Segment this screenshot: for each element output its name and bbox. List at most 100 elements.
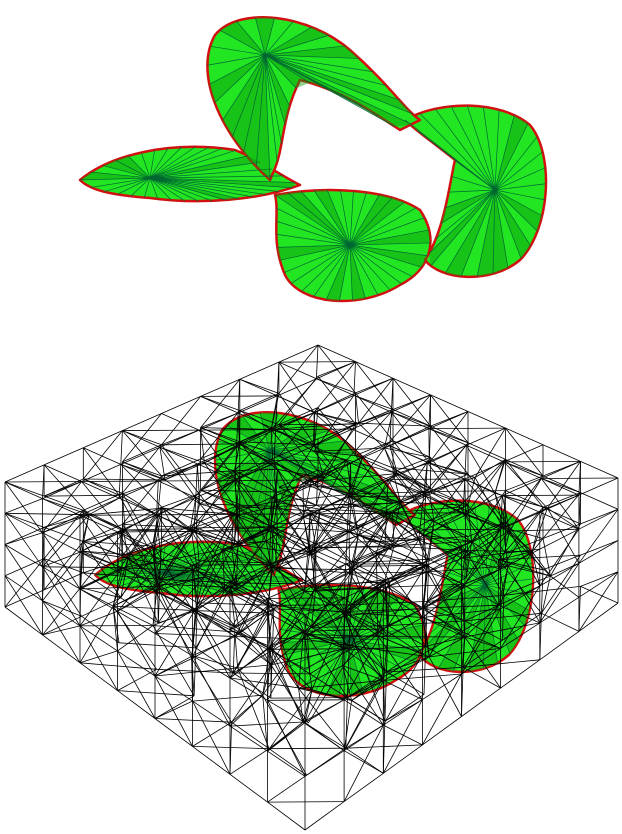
- mesh-edge: [428, 428, 467, 446]
- mesh-edge: [81, 464, 121, 482]
- mesh-edge: [344, 611, 384, 630]
- mesh-edge: [462, 605, 500, 668]
- mesh-edge: [307, 513, 311, 548]
- mesh-edge: [79, 514, 118, 533]
- mesh-edge: [43, 447, 84, 466]
- mesh-edge: [233, 513, 271, 532]
- mesh-edge: [355, 646, 386, 722]
- mesh-edge: [389, 445, 398, 474]
- mesh-edge: [273, 463, 277, 507]
- mesh-edge: [197, 602, 275, 606]
- mesh-edge: [156, 561, 162, 587]
- mesh-edge: [429, 473, 469, 492]
- mesh-edge: [79, 551, 118, 572]
- mesh-edge: [159, 446, 198, 465]
- mesh-edge: [79, 514, 157, 516]
- mesh-edge: [348, 496, 359, 536]
- mesh-edge: [464, 620, 503, 641]
- mesh-edge: [199, 503, 239, 516]
- mesh-edge: [580, 586, 619, 604]
- mesh-edge: [313, 535, 359, 591]
- mesh-edge: [311, 479, 350, 497]
- mesh-edge: [42, 615, 82, 636]
- mesh-edge: [428, 394, 431, 429]
- mesh-edge: [580, 508, 619, 525]
- mesh-edge: [195, 577, 205, 610]
- mesh-edge: [422, 529, 425, 564]
- mesh-edge: [42, 498, 90, 516]
- mesh-edge: [82, 430, 123, 480]
- mesh-edge: [384, 513, 387, 548]
- mesh-edge: [352, 513, 387, 567]
- mesh-edge: [154, 564, 193, 592]
- mesh-edge: [427, 565, 509, 573]
- mesh-edge: [276, 491, 278, 524]
- mesh-edge: [43, 464, 82, 482]
- mesh-edge: [386, 587, 388, 637]
- mesh-edge: [384, 529, 425, 548]
- mesh-edge: [192, 700, 231, 727]
- mesh-edge: [80, 541, 84, 588]
- mesh-edge: [309, 649, 350, 675]
- mesh-edge: [161, 549, 223, 562]
- mesh-edge: [154, 608, 196, 677]
- mesh-edge: [159, 447, 201, 505]
- mesh-edge: [237, 565, 274, 590]
- mesh-edge: [191, 589, 226, 659]
- mesh-edge: [118, 480, 159, 496]
- mesh-edge: [239, 443, 273, 461]
- mesh-edge: [539, 563, 580, 624]
- mesh-edge: [388, 478, 465, 480]
- mesh-edge: [79, 650, 118, 664]
- mesh-edge: [461, 568, 501, 590]
- mesh-edge: [273, 493, 352, 503]
- mesh-edge: [345, 747, 384, 774]
- mesh-edge: [120, 464, 166, 481]
- mesh-edge: [234, 566, 274, 637]
- mesh-edge: [275, 429, 314, 447]
- mesh-edge: [428, 411, 469, 429]
- mesh-edge: [229, 581, 268, 599]
- mesh-edge: [304, 614, 345, 650]
- mesh-edge: [433, 521, 469, 537]
- mesh-edge: [198, 560, 276, 564]
- mesh-edge: [500, 585, 541, 610]
- mesh-edge: [578, 540, 619, 564]
- mesh-edge: [539, 631, 580, 661]
- mesh-edge: [193, 531, 238, 590]
- mesh-edge: [383, 656, 430, 681]
- mesh-edge: [428, 656, 462, 717]
- mesh-edge: [239, 441, 277, 493]
- mesh-edge: [317, 344, 356, 362]
- mesh-edge: [383, 580, 423, 610]
- mesh-edge: [313, 451, 352, 495]
- mesh-edge: [500, 530, 510, 570]
- mesh-edge: [83, 430, 123, 449]
- mesh-edge: [192, 564, 270, 566]
- mesh-edge: [392, 506, 459, 513]
- mesh-edge: [505, 427, 544, 477]
- mesh-edge: [239, 378, 278, 397]
- mesh-edge: [79, 625, 118, 691]
- mesh-edge: [270, 513, 311, 532]
- mesh-edge: [161, 396, 201, 414]
- mesh-edge: [154, 655, 193, 677]
- mesh-edge: [355, 646, 384, 681]
- mesh-edge: [83, 478, 166, 481]
- mesh-edge: [237, 395, 278, 414]
- mesh-edge: [423, 534, 472, 542]
- mesh-edge: [197, 446, 237, 465]
- mesh-edge: [42, 625, 81, 636]
- mesh-edge: [465, 492, 496, 516]
- mesh-edge: [351, 680, 384, 701]
- mesh-edge: [500, 512, 541, 570]
- mesh-edge: [474, 459, 506, 478]
- mesh-edge: [343, 676, 384, 751]
- mesh-edge: [358, 516, 390, 536]
- mesh-edge: [269, 747, 346, 750]
- mesh-edge: [465, 550, 500, 606]
- mesh-edge: [316, 477, 325, 506]
- mesh-edge: [162, 507, 191, 530]
- mesh-edge: [387, 581, 391, 626]
